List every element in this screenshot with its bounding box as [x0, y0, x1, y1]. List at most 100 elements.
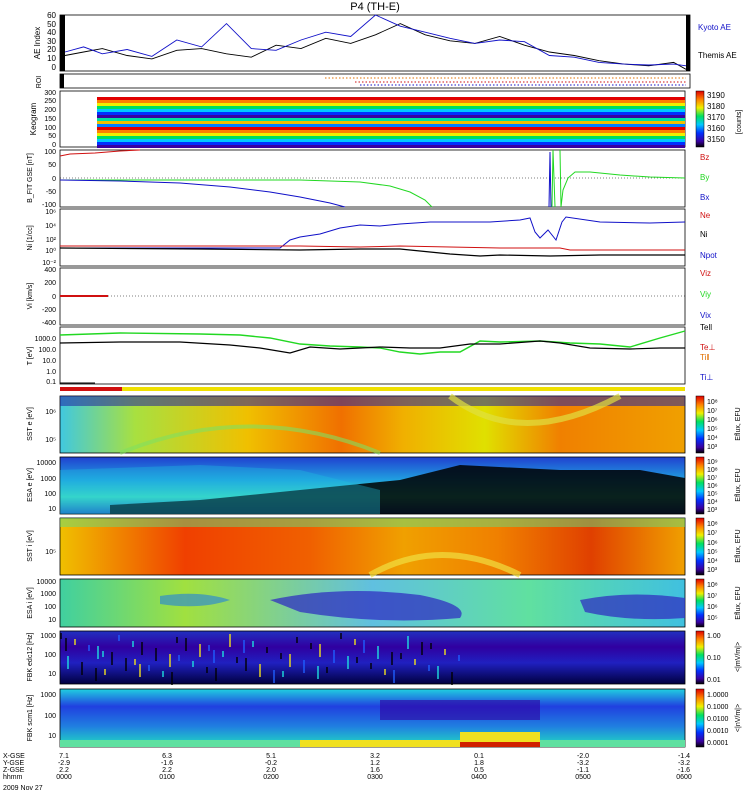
mode-bar-yellow	[60, 387, 685, 391]
fbk-streak	[363, 640, 365, 653]
keogram-stripe	[97, 118, 685, 121]
keogram-stripe	[97, 100, 685, 103]
ytick-label: 1000.0	[35, 336, 57, 343]
fbk-streak	[280, 653, 282, 659]
colorbar	[695, 90, 705, 148]
ytick-label: 1000	[40, 476, 56, 483]
ae-plot-frame	[59, 14, 691, 72]
fbk-streak	[169, 654, 171, 667]
ytick-label: 50	[48, 133, 56, 140]
xtick-label: 2.0	[266, 767, 276, 774]
fbk-streak	[199, 644, 201, 657]
colorbar	[695, 395, 705, 454]
xtick-label: -2.9	[58, 760, 70, 767]
ytick-label: 150	[44, 116, 56, 123]
spectrogram-dark-region	[110, 465, 685, 514]
legend-entry: Vix	[700, 311, 711, 320]
ylabel: ROI	[36, 76, 43, 89]
colorbar	[695, 578, 705, 628]
panel-bfield: B_FIT GSE [nT] 100 50 0 -50 -100 Bz By B…	[27, 149, 709, 209]
spectrogram-band	[60, 465, 380, 514]
ytick-label: 10	[48, 733, 56, 740]
keogram-stripe	[97, 142, 685, 145]
legend-entry: Ti⊥	[700, 373, 713, 382]
xtick-label: 0.1	[474, 753, 484, 760]
fbk-streak	[340, 633, 342, 639]
fbk-streak	[259, 664, 261, 677]
series-line	[59, 330, 686, 355]
fbk-streak	[310, 643, 312, 649]
spectrogram-fbk-b	[59, 688, 686, 748]
xtick-label: 0100	[159, 774, 175, 781]
fbk-streak	[97, 646, 99, 659]
colorbar-tick: 10⁸	[707, 582, 718, 589]
fbk-streak	[95, 668, 97, 681]
ytick-label: 100	[44, 713, 56, 720]
keogram-stripe	[97, 145, 685, 148]
colorbar-label: <|mV/m|>	[735, 642, 742, 672]
legend-entry: Kyoto AE	[698, 23, 731, 32]
ytick-label: 200	[44, 107, 56, 114]
xtick-label: 0300	[367, 774, 383, 781]
ytick-label: 300	[44, 90, 56, 97]
colorbar-tick: 10³	[707, 444, 718, 451]
ae-yticks: 60 50 40 30 20 10 0	[47, 11, 56, 72]
panel-temperature: T [eV] 1000.0 100.0 10.0 1.0 0.1 Tell Te…	[27, 323, 715, 386]
xtick-label: -0.2	[265, 760, 277, 767]
keogram-stripe	[97, 121, 685, 124]
colorbar-tick: 10⁴	[707, 499, 718, 506]
ytick-label: 50	[48, 162, 56, 169]
keogram-stripe	[97, 115, 685, 118]
colorbar-tick: 0.1000	[707, 704, 729, 711]
keogram-stripe	[97, 112, 685, 115]
colorbar-tick: 1.0000	[707, 692, 729, 699]
ytick-label: 10²	[46, 237, 57, 244]
ytick-label: 100	[44, 491, 56, 498]
keogram-stripe	[97, 103, 685, 106]
ytick-label: 100	[44, 652, 56, 659]
fbk-streak	[229, 634, 231, 647]
keogram-stripes	[97, 97, 685, 148]
keogram-stripe	[97, 127, 685, 130]
series-line	[60, 216, 686, 249]
ytick-label: 10	[48, 617, 56, 624]
fbk-streak	[67, 656, 69, 669]
colorbar-tick: 10⁴	[707, 558, 718, 565]
series-line	[59, 179, 346, 208]
ae-axis-bar-right	[686, 15, 690, 71]
legend-entry: Ni	[700, 230, 708, 239]
spectrogram-fbk-e	[59, 630, 686, 685]
series-line	[59, 340, 685, 354]
fbk-streak	[317, 666, 319, 679]
fbk-streak	[414, 659, 416, 665]
ylabel: FBK edc12 [Hz]	[27, 632, 34, 681]
colorbar-tick: 0.0001	[707, 740, 729, 747]
colorbar-tick: 10⁷	[707, 593, 718, 600]
series-line	[64, 23, 687, 70]
spectrogram-blob	[270, 591, 462, 621]
fbk-e-streaks	[60, 633, 460, 685]
keogram-stripe	[97, 106, 685, 109]
ytick-label: 60	[47, 11, 56, 20]
series-line	[60, 179, 433, 208]
fbk-streak	[60, 633, 62, 639]
xtick-label: -1.1	[577, 767, 589, 774]
spectrogram-arc	[119, 424, 381, 455]
ylabel: Ni [1/cc]	[27, 225, 34, 250]
fbk-streak	[88, 645, 90, 651]
keogram-stripe	[97, 136, 685, 139]
legend-entry: Bz	[700, 153, 709, 162]
ylabel: ESA e [eV]	[27, 468, 34, 502]
ytick-label: 10⁰	[45, 247, 56, 255]
fbk-streak	[333, 650, 335, 663]
legend-entry: Viz	[700, 269, 711, 278]
colorbar-tick: 3180	[707, 102, 725, 111]
colorbar-label: Eflux, EFU	[735, 529, 742, 562]
legend-entry: Ti‖	[700, 353, 710, 362]
ytick-label: 10	[48, 506, 56, 513]
spectrogram-band	[300, 740, 500, 747]
colorbar	[695, 688, 705, 748]
fbk-streak	[125, 658, 127, 671]
xtick-label: 3.2	[370, 753, 380, 760]
fbk-streak	[162, 671, 164, 677]
